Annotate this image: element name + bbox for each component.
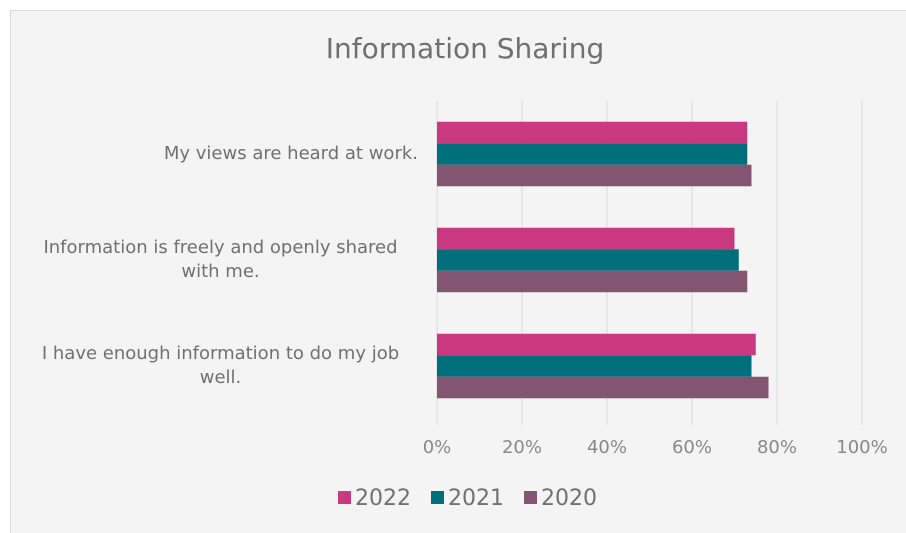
x-tick-label: 0% (423, 437, 452, 458)
x-tick-label: 40% (587, 437, 627, 458)
category-label: My views are heard at work. (163, 143, 418, 164)
category-label: I have enough information to do my job w… (41, 343, 400, 388)
legend-label: 2022 (355, 486, 411, 511)
legend-label: 2020 (541, 486, 597, 511)
legend-label: 2021 (448, 486, 504, 511)
bar (437, 164, 752, 187)
x-tick-label: 20% (502, 437, 542, 458)
bar (437, 270, 748, 293)
bar (437, 121, 748, 144)
legend-swatch (431, 491, 444, 504)
bar (437, 355, 752, 377)
bar (437, 333, 756, 356)
x-tick-label: 80% (757, 437, 797, 458)
x-tick-label: 60% (672, 437, 712, 458)
legend-swatch (524, 491, 537, 504)
category-label: Information is freely and openly shared … (43, 237, 398, 282)
chart-title: Information Sharing (326, 32, 604, 65)
bar (437, 227, 735, 250)
bar (437, 376, 769, 399)
bar (437, 249, 739, 271)
legend-swatch (338, 491, 351, 504)
bar (437, 143, 748, 165)
x-tick-label: 100% (836, 437, 887, 458)
